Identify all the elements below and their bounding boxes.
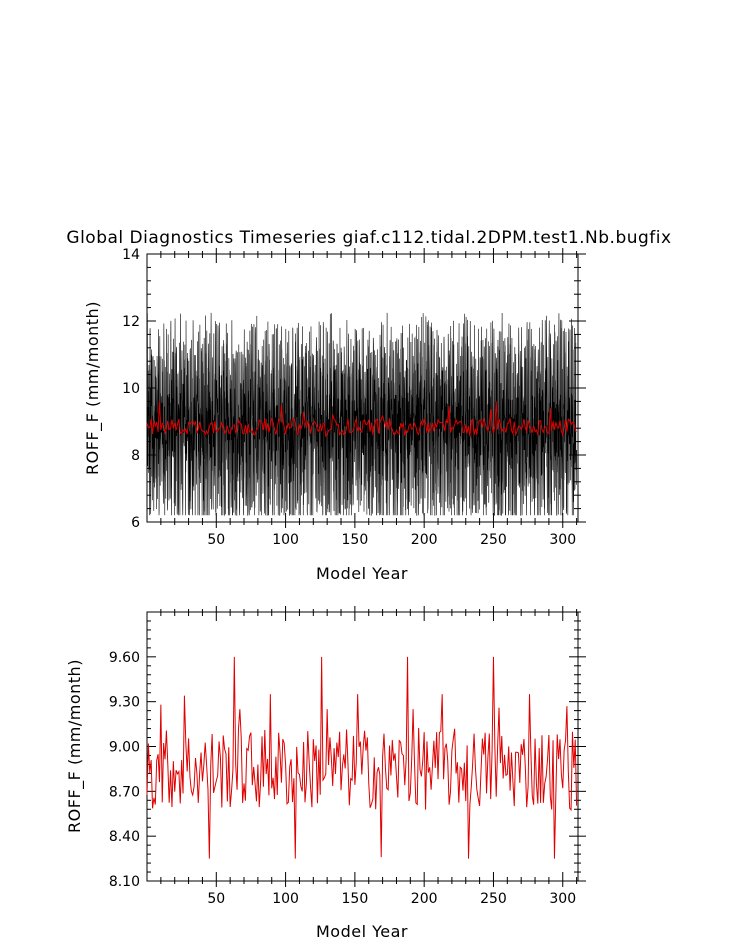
bottom-x-axis-label: Model Year [316, 922, 408, 941]
bottom-y-tick-label: 8.70 [109, 784, 140, 800]
top-x-axis-label: Model Year [316, 564, 408, 583]
bottom-y-tick-label: 9.60 [109, 650, 140, 666]
bottom-y-tick-label: 8.40 [109, 829, 140, 845]
bottom-y-tick-label: 8.10 [109, 874, 140, 890]
bottom-x-tick-label: 150 [342, 891, 369, 907]
top-y-tick-label: 8 [131, 448, 140, 464]
top-y-tick-label: 14 [122, 247, 140, 263]
top-ticks: 50 100 150 200 250 300 6 8 10 12 14 [122, 247, 586, 548]
bottom-y-tick-label: 9.00 [109, 740, 140, 756]
top-series-annual-line [146, 401, 577, 438]
top-x-tick-label: 100 [272, 532, 299, 548]
bottom-series-annual-line [146, 656, 578, 859]
top-series [146, 312, 577, 516]
top-y-tick-label: 6 [131, 515, 140, 531]
top-panel: 50 100 150 200 250 300 6 8 10 12 14 Model Year ROF… [83, 247, 586, 583]
bottom-x-tick-label: 50 [207, 891, 225, 907]
top-y-tick-label: 12 [122, 314, 140, 330]
top-x-tick-label: 300 [549, 532, 576, 548]
bottom-ticks: 50 100 150 200 250 300 8.10 8.40 8.70 9.00 9.30 9.6… [109, 606, 586, 907]
top-x-tick-label: 250 [480, 532, 507, 548]
bottom-x-tick-label: 200 [411, 891, 438, 907]
bottom-x-tick-label: 250 [480, 891, 507, 907]
top-x-tick-label: 150 [342, 532, 369, 548]
bottom-x-tick-label: 300 [549, 891, 576, 907]
bottom-series [146, 656, 578, 859]
top-series-monthly-line [146, 312, 577, 516]
bottom-y-axis-label: ROFF_F (mm/month) [65, 659, 85, 833]
bottom-x-tick-label: 100 [272, 891, 299, 907]
chart-title: Global Diagnostics Timeseries giaf.c112.… [66, 228, 671, 248]
top-x-tick-label: 200 [411, 532, 438, 548]
bottom-panel: 50 100 150 200 250 300 8.10 8.40 8.70 9.00 9.30 9.6… [65, 606, 586, 941]
top-y-axis-label: ROFF_F (mm/month) [83, 301, 103, 475]
top-x-tick-label: 50 [207, 532, 225, 548]
bottom-y-tick-label: 9.30 [109, 695, 140, 711]
top-y-tick-label: 10 [122, 381, 140, 397]
